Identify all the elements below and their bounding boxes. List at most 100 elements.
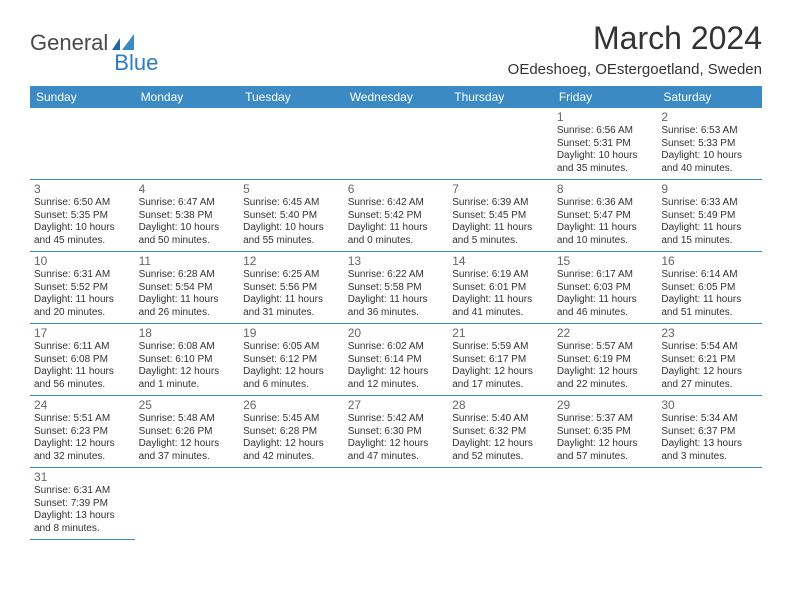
daylight-text: Daylight: 10 hours and 45 minutes. <box>34 222 131 247</box>
sunrise-text: Sunrise: 5:37 AM <box>557 413 654 426</box>
calendar-cell: 3Sunrise: 6:50 AMSunset: 5:35 PMDaylight… <box>30 180 135 252</box>
sunrise-text: Sunrise: 6:14 AM <box>661 269 758 282</box>
sunrise-text: Sunrise: 6:08 AM <box>139 341 236 354</box>
day-info: Sunrise: 6:22 AMSunset: 5:58 PMDaylight:… <box>348 269 445 319</box>
weekday-header-row: Sunday Monday Tuesday Wednesday Thursday… <box>30 86 762 108</box>
sunset-text: Sunset: 6:37 PM <box>661 426 758 439</box>
calendar-cell: 30Sunrise: 5:34 AMSunset: 6:37 PMDayligh… <box>657 396 762 468</box>
calendar-cell: 27Sunrise: 5:42 AMSunset: 6:30 PMDayligh… <box>344 396 449 468</box>
day-number: 9 <box>661 182 758 196</box>
sunrise-text: Sunrise: 6:19 AM <box>452 269 549 282</box>
day-number: 10 <box>34 254 131 268</box>
logo-text-1: General <box>30 30 108 56</box>
day-info: Sunrise: 6:47 AMSunset: 5:38 PMDaylight:… <box>139 197 236 247</box>
day-number: 2 <box>661 110 758 124</box>
day-number: 19 <box>243 326 340 340</box>
daylight-text: Daylight: 12 hours and 22 minutes. <box>557 366 654 391</box>
day-info: Sunrise: 6:19 AMSunset: 6:01 PMDaylight:… <box>452 269 549 319</box>
day-number: 8 <box>557 182 654 196</box>
sunset-text: Sunset: 6:23 PM <box>34 426 131 439</box>
day-info: Sunrise: 5:54 AMSunset: 6:21 PMDaylight:… <box>661 341 758 391</box>
day-info: Sunrise: 5:57 AMSunset: 6:19 PMDaylight:… <box>557 341 654 391</box>
day-info: Sunrise: 6:11 AMSunset: 6:08 PMDaylight:… <box>34 341 131 391</box>
calendar-cell: 31Sunrise: 6:31 AMSunset: 7:39 PMDayligh… <box>30 468 135 540</box>
calendar-cell: 11Sunrise: 6:28 AMSunset: 5:54 PMDayligh… <box>135 252 240 324</box>
daylight-text: Daylight: 11 hours and 10 minutes. <box>557 222 654 247</box>
calendar-cell: 12Sunrise: 6:25 AMSunset: 5:56 PMDayligh… <box>239 252 344 324</box>
day-number: 17 <box>34 326 131 340</box>
calendar-cell <box>135 468 240 540</box>
day-number: 22 <box>557 326 654 340</box>
daylight-text: Daylight: 11 hours and 46 minutes. <box>557 294 654 319</box>
sunset-text: Sunset: 5:54 PM <box>139 282 236 295</box>
weekday-header: Thursday <box>448 86 553 108</box>
calendar-cell <box>344 108 449 180</box>
daylight-text: Daylight: 12 hours and 32 minutes. <box>34 438 131 463</box>
sunset-text: Sunset: 6:35 PM <box>557 426 654 439</box>
calendar-cell: 22Sunrise: 5:57 AMSunset: 6:19 PMDayligh… <box>553 324 658 396</box>
sunrise-text: Sunrise: 5:59 AM <box>452 341 549 354</box>
daylight-text: Daylight: 11 hours and 0 minutes. <box>348 222 445 247</box>
calendar-cell: 17Sunrise: 6:11 AMSunset: 6:08 PMDayligh… <box>30 324 135 396</box>
sunrise-text: Sunrise: 5:45 AM <box>243 413 340 426</box>
day-info: Sunrise: 6:53 AMSunset: 5:33 PMDaylight:… <box>661 125 758 175</box>
sunset-text: Sunset: 5:58 PM <box>348 282 445 295</box>
day-info: Sunrise: 5:37 AMSunset: 6:35 PMDaylight:… <box>557 413 654 463</box>
day-number: 6 <box>348 182 445 196</box>
sunset-text: Sunset: 6:03 PM <box>557 282 654 295</box>
calendar-cell: 23Sunrise: 5:54 AMSunset: 6:21 PMDayligh… <box>657 324 762 396</box>
weekday-header: Friday <box>553 86 658 108</box>
daylight-text: Daylight: 11 hours and 26 minutes. <box>139 294 236 319</box>
day-number: 23 <box>661 326 758 340</box>
calendar-cell: 16Sunrise: 6:14 AMSunset: 6:05 PMDayligh… <box>657 252 762 324</box>
header: General Blue March 2024 OEdeshoeg, OEste… <box>30 20 762 78</box>
day-info: Sunrise: 5:51 AMSunset: 6:23 PMDaylight:… <box>34 413 131 463</box>
daylight-text: Daylight: 13 hours and 8 minutes. <box>34 510 131 535</box>
day-info: Sunrise: 6:36 AMSunset: 5:47 PMDaylight:… <box>557 197 654 247</box>
calendar-cell: 26Sunrise: 5:45 AMSunset: 6:28 PMDayligh… <box>239 396 344 468</box>
day-number: 20 <box>348 326 445 340</box>
calendar-cell: 15Sunrise: 6:17 AMSunset: 6:03 PMDayligh… <box>553 252 658 324</box>
day-number: 13 <box>348 254 445 268</box>
daylight-text: Daylight: 12 hours and 47 minutes. <box>348 438 445 463</box>
day-number: 30 <box>661 398 758 412</box>
calendar-cell: 10Sunrise: 6:31 AMSunset: 5:52 PMDayligh… <box>30 252 135 324</box>
calendar-cell: 19Sunrise: 6:05 AMSunset: 6:12 PMDayligh… <box>239 324 344 396</box>
sunrise-text: Sunrise: 5:48 AM <box>139 413 236 426</box>
calendar-cell: 7Sunrise: 6:39 AMSunset: 5:45 PMDaylight… <box>448 180 553 252</box>
day-info: Sunrise: 6:39 AMSunset: 5:45 PMDaylight:… <box>452 197 549 247</box>
calendar-cell: 5Sunrise: 6:45 AMSunset: 5:40 PMDaylight… <box>239 180 344 252</box>
calendar-row: 31Sunrise: 6:31 AMSunset: 7:39 PMDayligh… <box>30 468 762 540</box>
calendar-cell <box>344 468 449 540</box>
day-number: 7 <box>452 182 549 196</box>
calendar-cell: 2Sunrise: 6:53 AMSunset: 5:33 PMDaylight… <box>657 108 762 180</box>
calendar-cell: 1Sunrise: 6:56 AMSunset: 5:31 PMDaylight… <box>553 108 658 180</box>
sunset-text: Sunset: 6:01 PM <box>452 282 549 295</box>
calendar-cell: 28Sunrise: 5:40 AMSunset: 6:32 PMDayligh… <box>448 396 553 468</box>
sunset-text: Sunset: 6:32 PM <box>452 426 549 439</box>
sunset-text: Sunset: 5:47 PM <box>557 210 654 223</box>
calendar-cell: 8Sunrise: 6:36 AMSunset: 5:47 PMDaylight… <box>553 180 658 252</box>
sunset-text: Sunset: 5:45 PM <box>452 210 549 223</box>
sunset-text: Sunset: 6:28 PM <box>243 426 340 439</box>
weekday-header: Saturday <box>657 86 762 108</box>
daylight-text: Daylight: 12 hours and 1 minute. <box>139 366 236 391</box>
sunrise-text: Sunrise: 6:02 AM <box>348 341 445 354</box>
daylight-text: Daylight: 10 hours and 50 minutes. <box>139 222 236 247</box>
calendar-cell: 29Sunrise: 5:37 AMSunset: 6:35 PMDayligh… <box>553 396 658 468</box>
calendar-cell <box>448 108 553 180</box>
sunrise-text: Sunrise: 6:11 AM <box>34 341 131 354</box>
day-number: 14 <box>452 254 549 268</box>
daylight-text: Daylight: 11 hours and 5 minutes. <box>452 222 549 247</box>
day-info: Sunrise: 5:48 AMSunset: 6:26 PMDaylight:… <box>139 413 236 463</box>
daylight-text: Daylight: 12 hours and 37 minutes. <box>139 438 236 463</box>
sunset-text: Sunset: 5:56 PM <box>243 282 340 295</box>
calendar-row: 3Sunrise: 6:50 AMSunset: 5:35 PMDaylight… <box>30 180 762 252</box>
calendar-cell: 9Sunrise: 6:33 AMSunset: 5:49 PMDaylight… <box>657 180 762 252</box>
daylight-text: Daylight: 10 hours and 35 minutes. <box>557 150 654 175</box>
day-number: 18 <box>139 326 236 340</box>
sunrise-text: Sunrise: 6:53 AM <box>661 125 758 138</box>
day-number: 12 <box>243 254 340 268</box>
sunset-text: Sunset: 5:38 PM <box>139 210 236 223</box>
sunset-text: Sunset: 6:30 PM <box>348 426 445 439</box>
